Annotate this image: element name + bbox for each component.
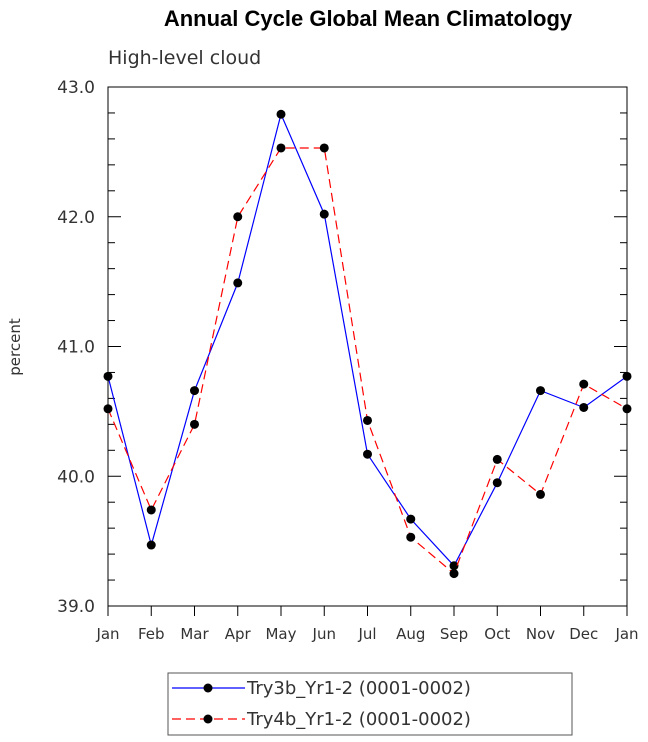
- data-point-series-1: [622, 371, 632, 381]
- x-tick-label: Feb: [138, 625, 165, 643]
- y-tick-label: 39.0: [57, 597, 95, 617]
- x-tick-label: Jul: [357, 625, 376, 643]
- legend: Try3b_Yr1-2 (0001-0002) Try4b_Yr1-2 (000…: [167, 672, 573, 736]
- data-point-series-2: [319, 143, 329, 153]
- x-tick-label: Aug: [396, 625, 425, 643]
- x-tick-label: Nov: [526, 625, 555, 643]
- data-point-series-1: [492, 478, 502, 488]
- data-point-series-2: [103, 404, 113, 414]
- data-point-series-1: [406, 514, 416, 524]
- series-line-1: [107, 112, 628, 567]
- data-point-series-2: [146, 505, 156, 515]
- plot-area: 39.0 40.0 41.0 42.0 43.0 Jan Feb Mar Apr May Jun Ju…: [57, 78, 638, 643]
- data-point-series-2: [406, 532, 416, 542]
- data-point-series-2: [233, 212, 243, 222]
- data-point-series-2: [276, 143, 286, 153]
- legend-label-series-2: Try4b_Yr1-2 (0001-0002): [246, 709, 471, 730]
- data-point-series-1: [363, 449, 372, 459]
- data-point-series-2: [536, 489, 545, 499]
- y-tick-label: 41.0: [57, 338, 95, 358]
- data-point-series-2: [190, 419, 199, 429]
- data-point-series-2: [449, 569, 459, 579]
- data-point-series-1: [276, 109, 286, 119]
- x-tick-label: Jan: [95, 625, 119, 643]
- y-tick-label: 42.0: [57, 208, 95, 228]
- x-tick-label: Mar: [180, 625, 209, 643]
- plot-frame: [107, 86, 628, 607]
- data-point-series-2: [622, 404, 632, 414]
- data-point-series-2: [492, 454, 502, 464]
- y-tick-label: 40.0: [57, 467, 95, 487]
- x-tick-label: Oct: [484, 625, 510, 643]
- y-tick-label: 43.0: [57, 78, 95, 98]
- x-tick-label: Jan: [614, 625, 638, 643]
- x-tick-label: Sep: [440, 625, 468, 643]
- x-tick-label: Jun: [312, 625, 336, 643]
- data-point-series-2: [579, 379, 589, 389]
- chart-subtitle: High-level cloud: [108, 47, 261, 69]
- data-point-series-1: [190, 386, 199, 396]
- data-point-series-1: [536, 386, 545, 396]
- data-point-series-2: [363, 415, 372, 425]
- data-point-series-1: [319, 209, 329, 219]
- legend-label-series-1: Try3b_Yr1-2 (0001-0002): [246, 678, 471, 699]
- y-axis-label: percent: [6, 318, 24, 376]
- data-point-series-1: [103, 371, 113, 381]
- x-tick-label: May: [265, 625, 296, 643]
- data-point-series-1: [233, 278, 243, 288]
- legend-box: [167, 672, 573, 736]
- data-point-series-1: [449, 561, 459, 571]
- legend-marker-series-2: [203, 714, 213, 724]
- legend-marker-series-1: [203, 683, 213, 693]
- x-tick-label: Dec: [569, 625, 598, 643]
- data-point-series-1: [146, 540, 156, 550]
- data-point-series-1: [579, 402, 589, 412]
- chart-title: Annual Cycle Global Mean Climatology: [164, 6, 573, 31]
- series-line-2: [107, 147, 628, 575]
- x-tick-label: Apr: [225, 625, 252, 643]
